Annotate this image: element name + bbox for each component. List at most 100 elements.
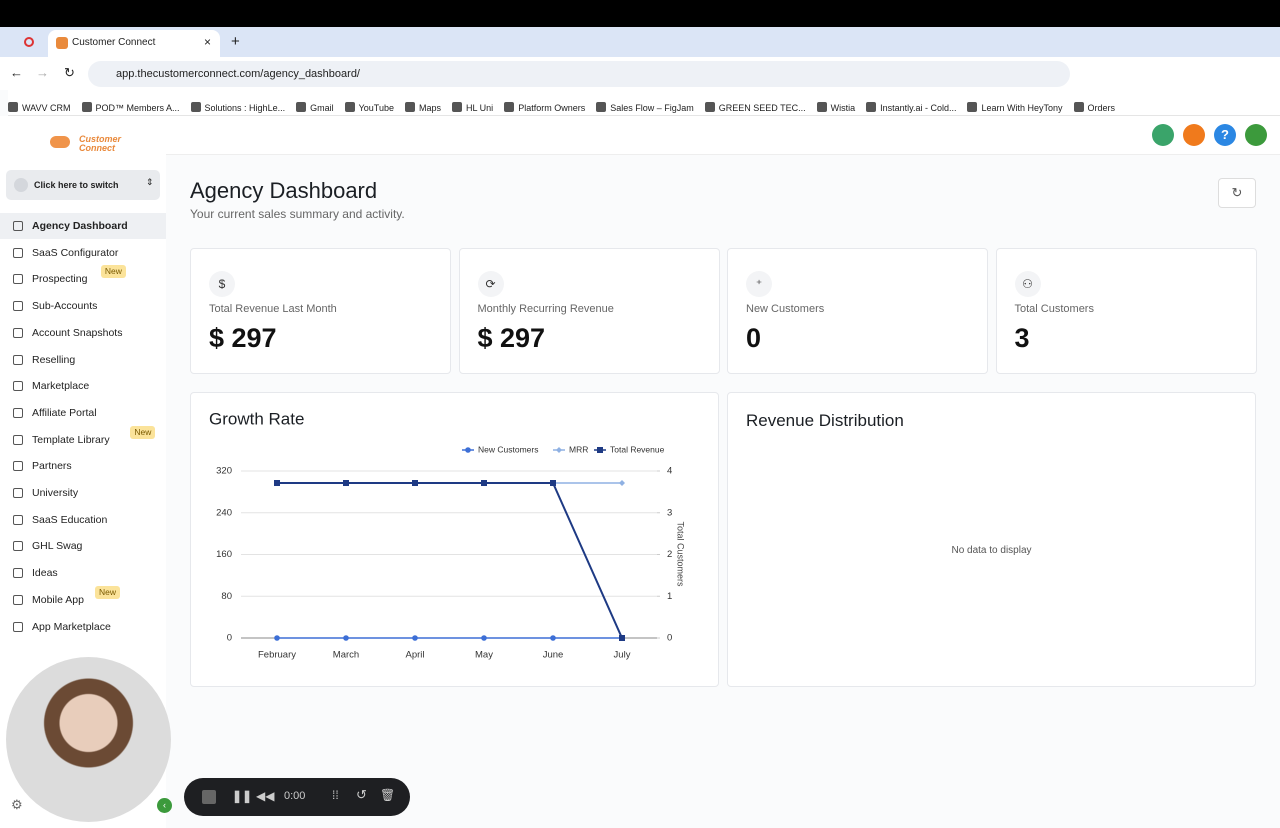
bookmark[interactable]: Maps: [404, 102, 441, 113]
nav-item[interactable]: SaaS Configurator: [0, 240, 166, 266]
x-tick-label: February: [258, 650, 296, 661]
notification-icon[interactable]: [1183, 124, 1205, 146]
nav-item[interactable]: SaaS Education: [0, 507, 166, 533]
tab-icon[interactable]: [24, 37, 34, 47]
bookmark[interactable]: Platform Owners: [504, 102, 585, 113]
refresh-button[interactable]: ↻: [1218, 178, 1256, 208]
nav-item[interactable]: Partners: [0, 453, 166, 479]
bookmark-icon: [190, 102, 201, 112]
x-tick-label: June: [543, 650, 564, 661]
bookmark-label: Learn With HeyTony: [981, 103, 1063, 113]
grid-button[interactable]: ⁞⁞: [332, 788, 339, 802]
nav-item[interactable]: Account Snapshots: [0, 320, 166, 346]
active-tab[interactable]: Customer Connect ×: [48, 30, 220, 57]
bookmark-icon: [596, 102, 607, 112]
nav-label: Affiliate Portal: [32, 406, 97, 419]
rewind-button[interactable]: ◀◀: [256, 789, 275, 803]
stat-card: ⁺ New Customers 0: [727, 248, 988, 374]
bookmark[interactable]: Wistia: [816, 102, 855, 113]
x-tick-label: April: [405, 650, 424, 661]
stop-button[interactable]: [202, 790, 216, 804]
nav-item[interactable]: Reselling: [0, 347, 166, 373]
switcher-arrows: ⇕: [146, 177, 154, 187]
nav-item[interactable]: GHL Swag: [0, 533, 166, 559]
bookmark[interactable]: WAVV CRM: [8, 102, 71, 113]
settings-icon[interactable]: ⚙: [11, 797, 23, 812]
stat-card: ⟳ Monthly Recurring Revenue $ 297: [458, 248, 720, 374]
collapse-button[interactable]: ‹: [157, 798, 172, 813]
bookmark[interactable]: Instantly.ai - Cold...: [866, 102, 956, 113]
delete-button[interactable]: 🗑: [380, 788, 396, 802]
nav-label: Mobile App: [32, 593, 84, 606]
nav-icon: [13, 434, 23, 445]
bookmark[interactable]: Sales Flow – FigJam: [596, 102, 694, 113]
y2-tick-label: 4: [667, 466, 672, 477]
new-tab[interactable]: +: [231, 33, 240, 50]
nav-icon: [13, 594, 23, 605]
back-button[interactable]: ←: [10, 65, 23, 80]
nav-item[interactable]: University: [0, 480, 166, 506]
nav-item[interactable]: Template Library New: [0, 425, 166, 453]
bookmark[interactable]: Solutions : HighLe...: [190, 102, 285, 113]
bookmark-icon: [816, 102, 827, 112]
stat-icon: $: [209, 271, 235, 297]
stat-value: 3: [1014, 323, 1030, 353]
announce-icon[interactable]: [1152, 124, 1174, 146]
url-field[interactable]: app.thecustomerconnect.com/agency_dashbo…: [88, 61, 1070, 87]
nav-icon: [13, 354, 23, 365]
account-switcher[interactable]: Click here to switch ⇕: [6, 170, 160, 200]
stat-label: Monthly Recurring Revenue: [477, 303, 614, 315]
forward-button[interactable]: →: [36, 65, 49, 80]
nav-item[interactable]: Prospecting New: [0, 265, 166, 292]
nav-item[interactable]: Marketplace: [0, 373, 166, 399]
bookmark[interactable]: YouTube: [344, 102, 394, 113]
stat-label: Total Revenue Last Month: [209, 303, 337, 315]
restart-button[interactable]: ↺: [356, 787, 367, 802]
reload-button[interactable]: ↻: [64, 65, 75, 80]
chart-card: Growth Rate 0 80 160 240 320 0 1 2 3 4 Total Custo…: [190, 392, 719, 687]
bookmark-label: YouTube: [358, 103, 394, 113]
bookmark[interactable]: Gmail: [296, 102, 334, 113]
bookmark[interactable]: POD™ Members A...: [81, 102, 180, 113]
bookmark-label: Gmail: [310, 103, 334, 113]
nav-label: Marketplace: [32, 380, 90, 393]
data-point: [619, 480, 625, 487]
bookmark[interactable]: Learn With HeyTony: [967, 102, 1063, 113]
nav-badge: New: [100, 265, 126, 279]
nav-icon: [13, 301, 23, 312]
data-point: [412, 480, 418, 487]
series-line: [277, 482, 623, 639]
card-title: Revenue Distribution: [746, 411, 904, 430]
pause-button[interactable]: ❚❚: [232, 789, 253, 803]
nav-label: SaaS Configurator: [32, 246, 119, 259]
tab-close[interactable]: ×: [204, 35, 212, 49]
nav-item[interactable]: Sub-Accounts: [0, 293, 166, 319]
bookmark[interactable]: GREEN SEED TEC...: [704, 102, 806, 113]
nav-item[interactable]: Agency Dashboard: [0, 213, 166, 239]
page-subtitle: Your current sales summary and activity.: [190, 207, 405, 221]
webcam-bubble: [6, 657, 171, 822]
nav-label: Ideas: [32, 567, 58, 580]
nav-item[interactable]: Ideas: [0, 560, 166, 586]
help-icon[interactable]: ?: [1214, 124, 1236, 146]
bookmark[interactable]: HL Uni: [452, 102, 493, 113]
logo-text: Customer: [79, 134, 122, 144]
nav-icon: [13, 407, 23, 418]
stat-value: $ 297: [477, 323, 546, 353]
nav-label: Sub-Accounts: [32, 300, 98, 313]
profile-icon[interactable]: [1245, 124, 1267, 146]
nav-item[interactable]: App Marketplace: [0, 614, 166, 640]
top-bar: [0, 0, 1280, 27]
nav-icon: [13, 247, 23, 258]
empty-message: No data to display: [951, 545, 1032, 556]
stat-icon: ⁺: [746, 271, 772, 297]
bookmark[interactable]: Orders: [1073, 102, 1115, 113]
bookmark-label: Maps: [418, 103, 441, 113]
nav-item[interactable]: Mobile App New: [0, 585, 166, 613]
nav-item[interactable]: Affiliate Portal: [0, 400, 166, 426]
nav-label: Account Snapshots: [32, 326, 123, 339]
y-tick-label: 0: [227, 633, 232, 644]
y2-tick-label: 0: [667, 633, 672, 644]
bookmark-label: Platform Owners: [518, 103, 586, 113]
